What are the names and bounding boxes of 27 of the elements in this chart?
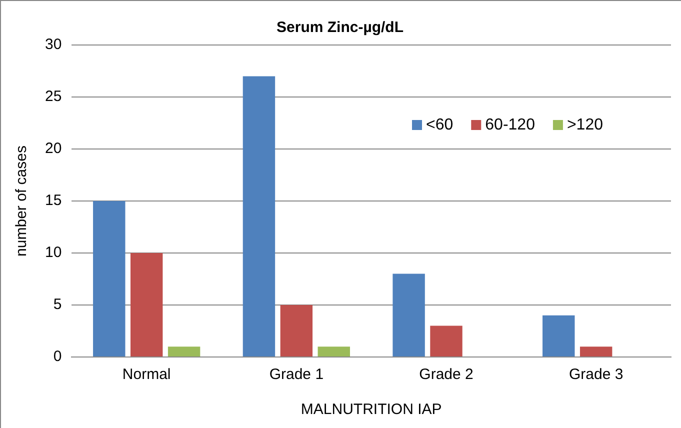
bar [580,346,612,356]
bar [318,346,350,356]
bar [242,76,276,356]
y-tick-label: 25 [44,88,62,106]
legend-label: 60-120 [485,116,536,134]
legend-label: >120 [566,116,604,134]
x-tick-label: Grade 1 [269,366,324,384]
legend-label: <60 [426,116,454,134]
chart-title: Serum Zinc-µg/dL [276,19,404,36]
bar [130,253,163,356]
y-tick-label: 15 [44,192,62,210]
bar [168,346,200,356]
y-tick-label: 10 [44,244,62,262]
bar [93,201,126,356]
y-tick-label: 20 [44,140,62,158]
x-tick-label: Grade 3 [568,366,624,384]
y-axis-title: number of cases [13,146,30,256]
y-tick-label: 0 [53,348,62,366]
bar [430,326,462,356]
y-tick-label: 30 [44,36,62,54]
x-tick-label: Normal [122,366,171,384]
bar [280,305,313,356]
x-axis-title: MALNUTRITION IAP [300,401,442,418]
x-tick-label: Grade 2 [419,366,474,384]
bar [542,315,575,356]
bar [392,274,425,356]
y-tick-label: 5 [53,296,62,314]
